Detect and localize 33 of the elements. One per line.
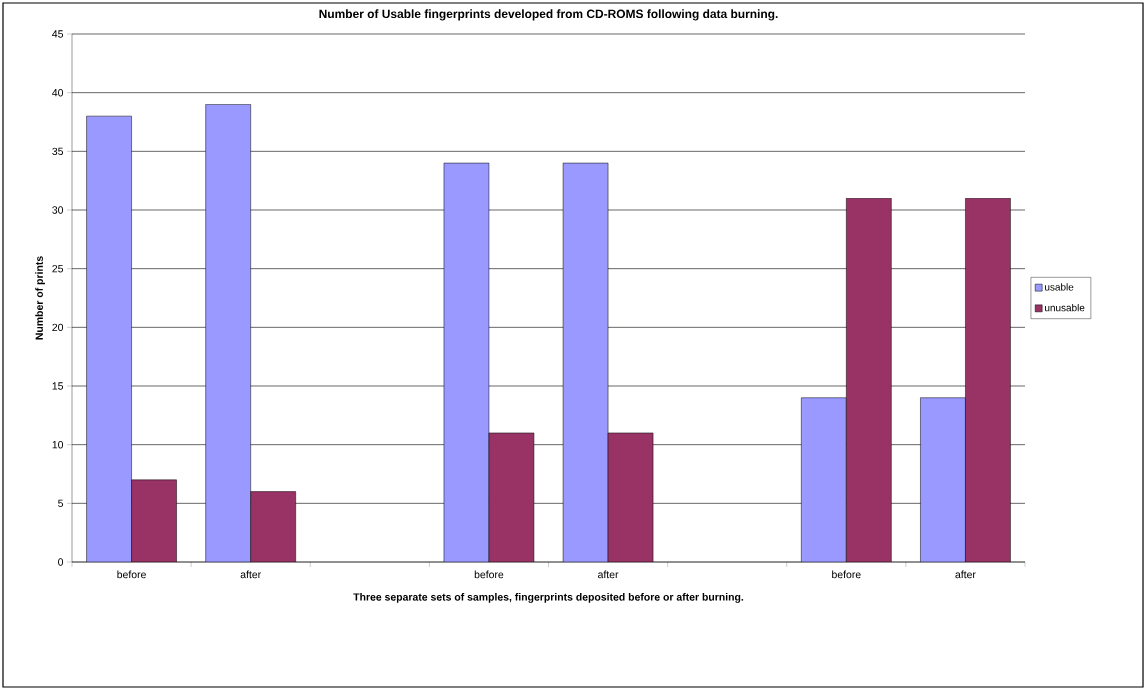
bar [443,162,490,562]
y-tick-label: 40 [52,88,64,97]
x-axis-title: Three separate sets of samples, fingerprints deposited before or after burning. [353,593,744,603]
bar [86,115,132,562]
bar [607,432,654,562]
bar [205,104,251,562]
legend-label: usable [1045,283,1074,291]
bar [801,397,847,562]
bar [131,479,177,562]
x-tick-label: before [117,570,146,579]
y-tick-label: 10 [52,440,64,449]
legend-label: unusable [1045,303,1085,312]
y-tick-label: 15 [52,382,64,390]
x-tick-label: after [955,570,976,579]
y-tick-label: 20 [52,323,64,332]
y-tick-label: 25 [52,264,64,273]
bar [488,432,535,562]
y-tick-label: 5 [58,499,64,507]
y-tick-label: 30 [52,206,64,214]
bar [920,397,966,562]
x-tick-label: before [832,570,861,579]
y-axis-title: Number of prints [35,256,46,340]
bar [562,162,609,562]
bar [965,198,1011,562]
y-tick-label: 45 [52,30,64,38]
x-tick-label: after [240,570,261,579]
bar [846,198,892,562]
x-tick-label: before [474,570,504,579]
bar [250,491,296,562]
chart-title: Number of Usable fingerprints developed from CD-ROMS following data burning. [319,9,778,21]
y-tick-label: 0 [58,558,64,566]
x-tick-label: after [598,570,619,579]
y-tick-label: 35 [52,147,64,156]
